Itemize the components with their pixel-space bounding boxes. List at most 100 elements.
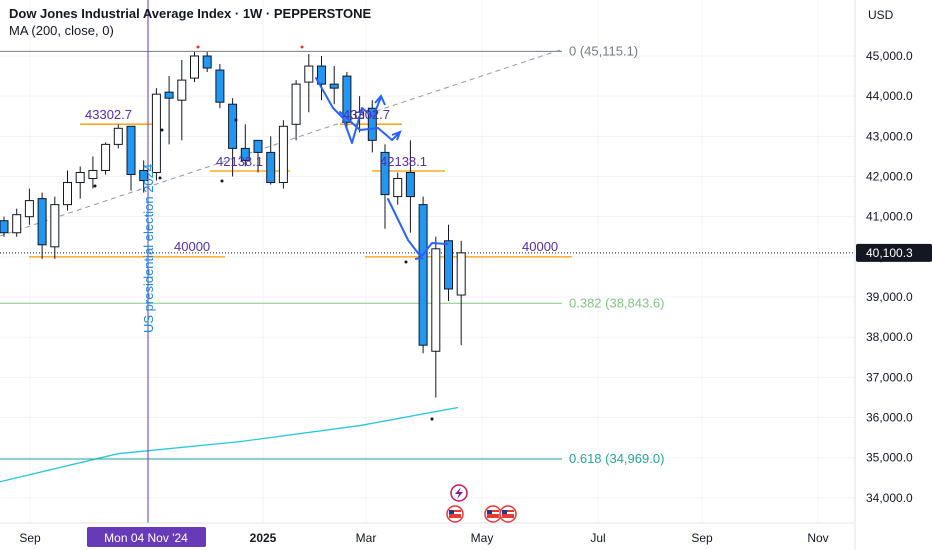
election-annotation: US presidential election 2024 [141, 164, 156, 333]
candle[interactable] [37, 192, 47, 259]
candle[interactable] [329, 66, 339, 105]
x-tick-label: Sep [691, 531, 713, 545]
candle-body [37, 198, 47, 246]
candle-body [317, 65, 326, 85]
candle-body [253, 139, 263, 153]
candle[interactable] [24, 188, 34, 225]
candle[interactable] [12, 208, 22, 237]
candle[interactable] [177, 60, 187, 141]
candle[interactable] [75, 166, 85, 199]
fib-level-0618-label: 0.618 (34,969.0) [569, 451, 664, 466]
candle-body [113, 127, 123, 145]
currency-label[interactable]: USD [868, 8, 894, 22]
arrow-path[interactable] [387, 198, 448, 258]
signal-dot [220, 179, 224, 183]
candle-body [405, 171, 415, 198]
indicator-legend[interactable]: MA (200, close, 0) [9, 23, 114, 38]
y-tick-label: 38,000.0 [866, 330, 913, 344]
candle-body [278, 125, 288, 184]
us-flag-event-icon[interactable] [484, 505, 502, 523]
signal-dot [300, 45, 304, 49]
arrow-head [391, 130, 402, 141]
candle-body [329, 83, 339, 89]
candle[interactable] [456, 240, 466, 346]
signal-dot [158, 176, 162, 180]
candle[interactable] [202, 51, 212, 73]
candle-body [291, 83, 301, 125]
candle[interactable] [380, 144, 390, 229]
candle-body [190, 55, 199, 79]
y-tick-label: 35,000.0 [866, 451, 913, 465]
candle-body [393, 178, 403, 198]
signal-dot [234, 118, 238, 122]
candle[interactable] [139, 160, 149, 193]
candle[interactable] [367, 100, 377, 153]
candle[interactable] [215, 64, 225, 109]
y-tick-label: 37,000.0 [866, 370, 913, 384]
x-tick-label: 2025 [250, 531, 277, 545]
time-axis[interactable]: Sep 2025 Mar May Jul Sep Nov Mon 04 Nov '24 [0, 522, 855, 547]
price-axis[interactable]: USD 34,000.0 35,000.0 36,000.0 37,000.0 38,0… [854, 0, 932, 550]
us-flag-event-icon[interactable] [446, 505, 464, 523]
candle[interactable] [190, 51, 199, 83]
candle-body [0, 220, 9, 234]
candle-body [139, 169, 149, 182]
candle-body [342, 75, 352, 123]
candle[interactable] [278, 120, 288, 189]
signal-dot [404, 260, 408, 264]
candle[interactable] [266, 136, 276, 185]
arrow-head [414, 251, 424, 260]
chart-title: Dow Jones Industrial Average Index · 1W … [9, 6, 371, 21]
candle[interactable] [444, 224, 453, 302]
y-tick-label: 41,000.0 [866, 210, 913, 224]
fib-level-0382-label: 0.382 (38,843.6) [569, 295, 664, 310]
candle[interactable] [418, 196, 428, 354]
candle[interactable] [164, 76, 174, 145]
candle[interactable] [0, 216, 9, 237]
candles-layer[interactable] [0, 51, 466, 398]
current-price-badge[interactable]: 40,100.3 [856, 243, 932, 262]
signal-dot [160, 128, 164, 132]
candle[interactable] [253, 139, 263, 173]
y-tick-label: 45,000.0 [866, 49, 913, 63]
candle[interactable] [126, 125, 136, 191]
arrow-drawings[interactable] [93, 45, 448, 421]
candle[interactable] [317, 56, 326, 101]
candle[interactable] [88, 156, 98, 189]
candle-body [126, 125, 136, 176]
candle-body [456, 252, 466, 296]
candle-body [266, 151, 276, 184]
candle[interactable] [431, 236, 441, 398]
candle[interactable] [291, 80, 301, 141]
candle[interactable] [50, 196, 60, 259]
candle-body [202, 55, 212, 69]
price-badge-bg [856, 243, 932, 262]
drawing-lines [0, 0, 855, 523]
ma-200-layer [0, 406, 459, 483]
candle[interactable] [393, 172, 403, 205]
candle[interactable] [304, 53, 314, 113]
x-tick-label: Sep [19, 531, 41, 545]
candle[interactable] [113, 124, 123, 149]
candle[interactable] [101, 142, 111, 175]
candle-body [380, 151, 390, 196]
arrow-path[interactable] [339, 111, 400, 141]
candle-body [12, 214, 22, 234]
level-label: 40000 [174, 239, 210, 254]
candle[interactable] [228, 98, 238, 177]
arrow-path[interactable] [315, 77, 382, 144]
us-flag-event-icon[interactable] [499, 505, 517, 523]
candle-body [24, 200, 34, 218]
candle-body [63, 182, 72, 206]
flash-event-icon[interactable] [450, 484, 468, 502]
candle[interactable] [240, 124, 250, 167]
candle-body [215, 69, 225, 103]
x-tick-label: Jul [590, 531, 605, 545]
candle-body [151, 93, 161, 173]
candle[interactable] [405, 140, 415, 233]
candle[interactable] [63, 170, 72, 211]
candle[interactable] [151, 88, 161, 181]
event-icons[interactable] [446, 484, 517, 523]
event-date-badge[interactable]: Mon 04 Nov '24 [87, 527, 206, 547]
